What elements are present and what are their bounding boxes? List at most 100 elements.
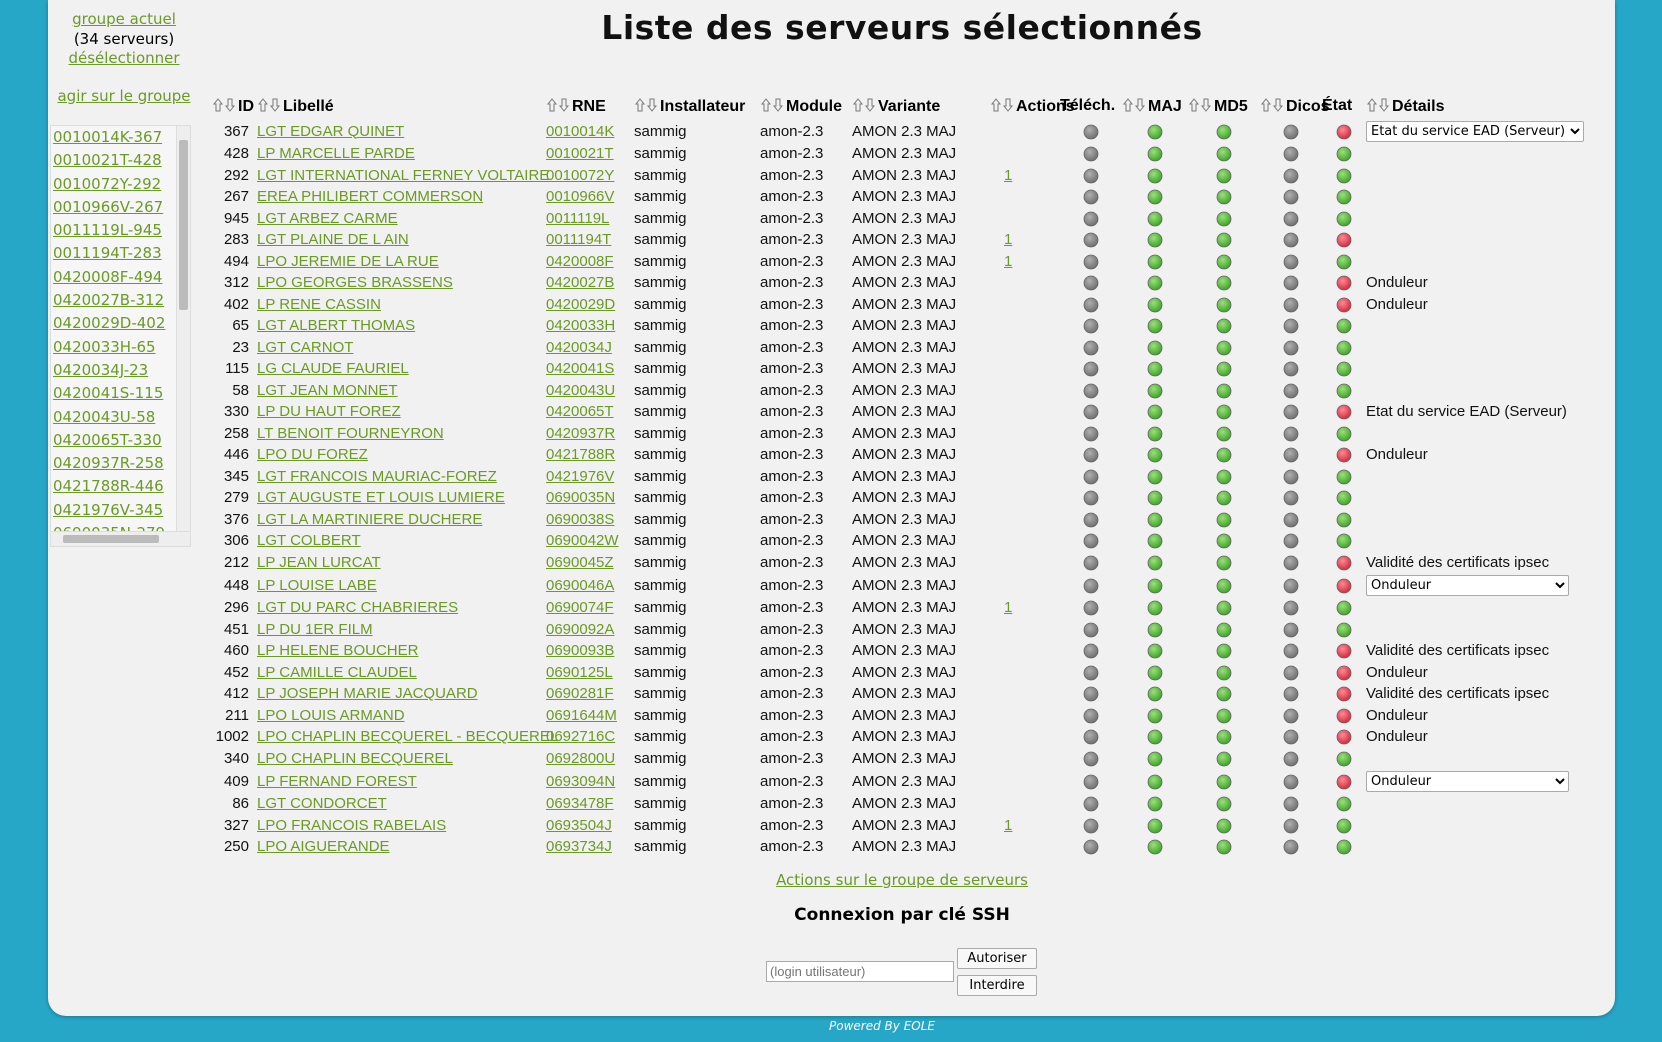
sort-arrows[interactable] xyxy=(1260,97,1286,113)
server-label-link[interactable]: LP JOSEPH MARIE JACQUARD xyxy=(257,685,478,703)
server-link[interactable]: 0011194T-283 xyxy=(53,244,162,263)
server-label-link[interactable]: LP JEAN LURCAT xyxy=(257,553,381,571)
server-link[interactable]: 0010021T-428 xyxy=(53,151,162,170)
rne-link[interactable]: 0011119L xyxy=(546,209,610,227)
details-select[interactable]: Etat du service EAD (Serveur) xyxy=(1366,120,1584,142)
allow-button[interactable]: Autoriser xyxy=(957,948,1037,969)
server-label-link[interactable]: LP MARCELLE PARDE xyxy=(257,145,415,163)
rne-link[interactable]: 0690045Z xyxy=(546,553,614,571)
rne-link[interactable]: 0690046A xyxy=(546,576,615,594)
rne-link[interactable]: 0690074F xyxy=(546,599,614,617)
sort-arrows[interactable] xyxy=(257,97,283,113)
sort-arrows[interactable] xyxy=(634,97,660,113)
server-label-link[interactable]: LP RENE CASSIN xyxy=(257,295,381,313)
server-label-link[interactable]: LT BENOIT FOURNEYRON xyxy=(257,424,444,442)
rne-link[interactable]: 0693478F xyxy=(546,795,614,813)
server-link[interactable]: 0420937R-258 xyxy=(53,454,164,473)
server-label-link[interactable]: LPO GEORGES BRASSENS xyxy=(257,274,453,292)
group-actions-link[interactable]: Actions sur le groupe de serveurs xyxy=(776,871,1028,889)
server-link[interactable]: 0011119L-945 xyxy=(53,221,162,240)
sort-arrows[interactable] xyxy=(990,97,1016,113)
server-label-link[interactable]: LGT PLAINE DE L AIN xyxy=(257,231,409,249)
server-link[interactable]: 0420033H-65 xyxy=(53,337,156,356)
actions-link[interactable]: 1 xyxy=(1004,166,1013,184)
act-on-group-link[interactable]: agir sur le groupe xyxy=(57,87,191,105)
server-link[interactable]: 0420008F-494 xyxy=(53,267,163,286)
rne-link[interactable]: 0420008F xyxy=(546,252,614,270)
server-label-link[interactable]: LGT COLBERT xyxy=(257,532,361,550)
server-label-link[interactable]: LGT DU PARC CHABRIERES xyxy=(257,599,459,617)
rne-link[interactable]: 0690092A xyxy=(546,620,615,638)
server-label-link[interactable]: LGT CARNOT xyxy=(257,338,354,356)
deselect-link[interactable]: désélectionner xyxy=(68,49,180,67)
details-select[interactable]: Onduleur xyxy=(1366,574,1569,596)
actions-link[interactable]: 1 xyxy=(1004,252,1013,270)
rne-link[interactable]: 0420043U xyxy=(546,381,616,399)
rne-link[interactable]: 0690281F xyxy=(546,685,614,703)
server-label-link[interactable]: LPO CHAPLIN BECQUEREL xyxy=(257,749,453,767)
rne-link[interactable]: 0692716C xyxy=(546,728,616,746)
server-label-link[interactable]: LPO DU FOREZ xyxy=(257,446,368,464)
server-link[interactable]: 0420029D-402 xyxy=(53,314,166,333)
current-group-link[interactable]: groupe actuel xyxy=(72,10,176,28)
server-link[interactable]: 0420034J-23 xyxy=(53,360,149,379)
server-label-link[interactable]: LP HELENE BOUCHER xyxy=(257,642,419,660)
server-label-link[interactable]: LP DU 1ER FILM xyxy=(257,620,373,638)
rne-link[interactable]: 0010014K xyxy=(546,122,615,140)
rne-link[interactable]: 0420027B xyxy=(546,274,615,292)
details-select[interactable]: Onduleur xyxy=(1366,770,1569,792)
server-label-link[interactable]: EREA PHILIBERT COMMERSON xyxy=(257,188,484,206)
rne-link[interactable]: 0690035N xyxy=(546,489,616,507)
column-header[interactable]: Détails xyxy=(1366,93,1600,119)
server-link[interactable]: 0420027B-312 xyxy=(53,291,165,310)
sort-arrows[interactable] xyxy=(852,97,878,113)
server-label-link[interactable]: LGT INTERNATIONAL FERNEY VOLTAIRE xyxy=(257,166,550,184)
server-link[interactable]: 0420065T-330 xyxy=(53,430,162,449)
rne-link[interactable]: 0421976V xyxy=(546,467,615,485)
rne-link[interactable]: 0690042W xyxy=(546,532,619,550)
rne-link[interactable]: 0011194T xyxy=(546,231,612,249)
sort-arrows[interactable] xyxy=(546,97,572,113)
column-header[interactable]: Actions xyxy=(990,93,1075,119)
column-header[interactable]: MD5 xyxy=(1188,93,1260,119)
sort-arrows[interactable] xyxy=(1122,97,1148,113)
server-link[interactable]: 0010014K-367 xyxy=(53,128,163,146)
rne-link[interactable]: 0010021T xyxy=(546,145,614,163)
rne-link[interactable]: 0420033H xyxy=(546,317,616,335)
rne-link[interactable]: 0420065T xyxy=(546,403,614,421)
deny-button[interactable]: Interdire xyxy=(957,975,1037,996)
scroll-thumb[interactable] xyxy=(63,535,159,543)
rne-link[interactable]: 0420029D xyxy=(546,295,616,313)
server-label-link[interactable]: LGT LA MARTINIERE DUCHERE xyxy=(257,510,483,528)
server-label-link[interactable]: LPO FRANCOIS RABELAIS xyxy=(257,816,447,834)
rne-link[interactable]: 0420041S xyxy=(546,360,615,378)
server-label-link[interactable]: LPO LOUIS ARMAND xyxy=(257,706,405,724)
column-header[interactable]: RNE xyxy=(546,93,634,119)
server-link[interactable]: 0010072Y-292 xyxy=(53,174,162,193)
server-label-link[interactable]: LGT CONDORCET xyxy=(257,795,387,813)
actions-link[interactable]: 1 xyxy=(1004,816,1013,834)
rne-link[interactable]: 0420034J xyxy=(546,338,612,356)
server-link[interactable]: 0010966V-267 xyxy=(53,197,164,216)
sort-arrows[interactable] xyxy=(1366,97,1392,113)
server-link[interactable]: 0421788R-446 xyxy=(53,477,164,496)
server-label-link[interactable]: LPO AIGUERANDE xyxy=(257,838,390,856)
column-header[interactable]: ID xyxy=(212,93,257,119)
server-link[interactable]: 0420041S-115 xyxy=(53,384,164,403)
column-header[interactable]: MAJ xyxy=(1122,93,1188,119)
actions-link[interactable]: 1 xyxy=(1004,231,1013,249)
server-label-link[interactable]: LGT ALBERT THOMAS xyxy=(257,317,416,335)
column-header[interactable]: Dicos xyxy=(1260,93,1330,119)
column-header[interactable]: Variante xyxy=(852,93,990,119)
rne-link[interactable]: 0421788R xyxy=(546,446,616,464)
column-header[interactable]: Module xyxy=(760,93,852,119)
sort-arrows[interactable] xyxy=(760,97,786,113)
server-link[interactable]: 0420043U-58 xyxy=(53,407,156,426)
column-header[interactable]: Installateur xyxy=(634,93,760,119)
rne-link[interactable]: 0693734J xyxy=(546,838,612,856)
rne-link[interactable]: 0692800U xyxy=(546,749,616,767)
actions-link[interactable]: 1 xyxy=(1004,599,1013,617)
rne-link[interactable]: 0420937R xyxy=(546,424,616,442)
server-label-link[interactable]: LPO JEREMIE DE LA RUE xyxy=(257,252,439,270)
sort-arrows[interactable] xyxy=(1188,97,1214,113)
